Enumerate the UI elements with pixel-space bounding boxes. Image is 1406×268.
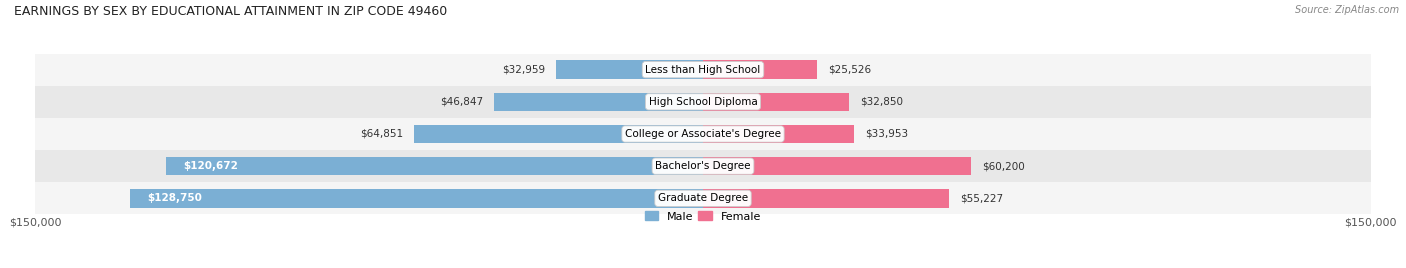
- Text: Graduate Degree: Graduate Degree: [658, 193, 748, 203]
- Text: $25,526: $25,526: [828, 65, 870, 75]
- Text: Bachelor's Degree: Bachelor's Degree: [655, 161, 751, 171]
- Text: $33,953: $33,953: [865, 129, 908, 139]
- Bar: [703, 60, 817, 79]
- Bar: [166, 157, 703, 176]
- Bar: [495, 92, 703, 111]
- Text: Less than High School: Less than High School: [645, 65, 761, 75]
- Text: EARNINGS BY SEX BY EDUCATIONAL ATTAINMENT IN ZIP CODE 49460: EARNINGS BY SEX BY EDUCATIONAL ATTAINMEN…: [14, 5, 447, 18]
- Bar: [703, 157, 972, 176]
- Text: High School Diploma: High School Diploma: [648, 97, 758, 107]
- Bar: [35, 54, 1371, 86]
- Bar: [703, 92, 849, 111]
- Bar: [129, 189, 703, 208]
- Text: $32,959: $32,959: [502, 65, 546, 75]
- Legend: Male, Female: Male, Female: [645, 211, 761, 222]
- Bar: [415, 125, 703, 143]
- Text: $120,672: $120,672: [184, 161, 239, 171]
- Text: Source: ZipAtlas.com: Source: ZipAtlas.com: [1295, 5, 1399, 15]
- Text: $64,851: $64,851: [360, 129, 404, 139]
- Text: $32,850: $32,850: [860, 97, 904, 107]
- Bar: [35, 86, 1371, 118]
- Text: $60,200: $60,200: [983, 161, 1025, 171]
- Bar: [35, 150, 1371, 182]
- Bar: [35, 182, 1371, 214]
- Text: $46,847: $46,847: [440, 97, 484, 107]
- Text: $128,750: $128,750: [148, 193, 202, 203]
- Bar: [703, 125, 855, 143]
- Text: College or Associate's Degree: College or Associate's Degree: [626, 129, 780, 139]
- Bar: [557, 60, 703, 79]
- Bar: [35, 118, 1371, 150]
- Text: $55,227: $55,227: [960, 193, 1002, 203]
- Bar: [703, 189, 949, 208]
